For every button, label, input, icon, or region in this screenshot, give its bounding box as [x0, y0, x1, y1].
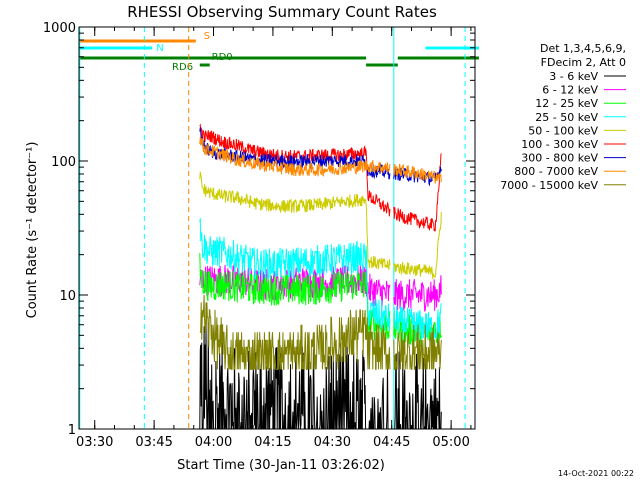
series-line-part-0: [199, 253, 391, 342]
x-axis-label: Start Time (30-Jan-11 03:26:02): [177, 458, 385, 473]
data-series: [199, 123, 442, 431]
x-tick-label: 04:45: [373, 435, 410, 450]
legend-header-1: Det 1,3,4,5,6,9,: [540, 42, 626, 55]
legend-header-2: FDecim 2, Att 0: [541, 56, 626, 69]
series-line-part-0: [199, 127, 391, 180]
series-7000-15000-kev: [199, 294, 442, 370]
legend-label-5: 100 - 300 keV: [521, 138, 598, 151]
y-tick-label: 10: [59, 289, 76, 304]
chart-title: RHESSI Observing Summary Count Rates: [127, 3, 437, 21]
series-50-100-kev: [199, 171, 442, 280]
x-tick-label: 04:00: [195, 435, 232, 450]
series-line-part-1: [393, 211, 442, 280]
legend: Det 1,3,4,5,6,9, FDecim 2, Att 0 3 - 6 k…: [500, 42, 626, 192]
series-line-part-0: [199, 136, 391, 177]
series-800-7000-kev: [199, 136, 442, 184]
legend-label-3: 25 - 50 keV: [535, 111, 598, 124]
legend-label-8: 7000 - 15000 keV: [500, 179, 598, 192]
y-tick-label: 1: [68, 423, 76, 438]
series-line-part-1: [393, 324, 442, 370]
x-tick-label: 04:15: [254, 435, 291, 450]
x-tick-label: 05:00: [432, 435, 469, 450]
series-6-12-kev: [199, 262, 442, 312]
legend-label-7: 800 - 7000 keV: [514, 165, 598, 178]
y-axis-label: Count Rate (s⁻¹ detector⁻¹): [25, 142, 40, 319]
y-tick-label: 100: [51, 155, 76, 170]
series-line-part-0: [199, 294, 391, 370]
series-100-300-kev: [199, 123, 442, 232]
series-line-part-1: [393, 153, 442, 232]
series-line-part-0: [199, 262, 391, 309]
x-tick-label: 04:30: [314, 435, 351, 450]
legend-label-1: 6 - 12 keV: [542, 84, 598, 97]
series-line-part-0: [199, 123, 391, 217]
legend-label-2: 12 - 25 keV: [535, 97, 598, 110]
series-line-part-0: [199, 218, 391, 332]
legend-label-4: 50 - 100 keV: [528, 124, 598, 137]
plot-axes: 1 10 100 1000 03:30 03:45 04:00 04:15 04:30 04:45…: [43, 21, 476, 450]
series-line-part-0: [199, 322, 390, 431]
flag-rd6-label: RD6: [172, 62, 193, 73]
plot-frame: [78, 26, 476, 430]
series-line-part-0: [199, 171, 391, 270]
x-tick-label: 03:30: [76, 435, 113, 450]
flag-n-label: N: [156, 43, 163, 54]
flag-s-label: S: [204, 31, 210, 42]
footer-timestamp: 14-Oct-2021 00:22: [558, 469, 634, 478]
series-line-part-1: [393, 163, 442, 184]
series-line-part-1: [393, 275, 442, 312]
y-tick-label: 1000: [43, 21, 76, 36]
legend-label-6: 300 - 800 keV: [521, 152, 598, 165]
legend-label-0: 3 - 6 keV: [549, 70, 598, 83]
flag-bars: S N RD0 RD6: [79, 31, 479, 73]
flag-rd0-label: RD0: [212, 52, 233, 63]
x-tick-label: 03:45: [135, 435, 172, 450]
